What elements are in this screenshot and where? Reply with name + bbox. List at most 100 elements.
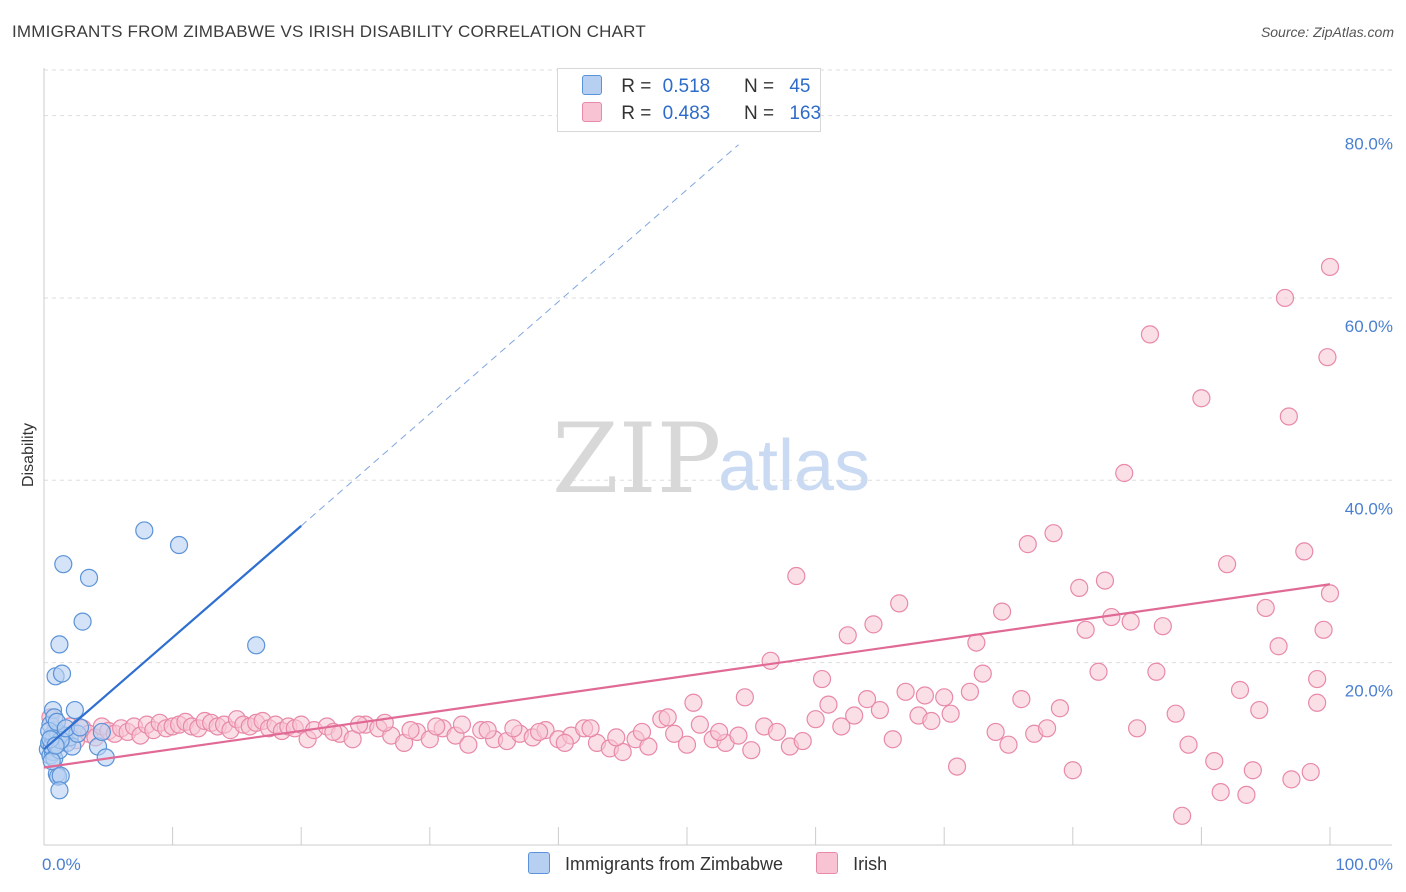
legend-row-irish: R = 0.483 N = 163 (582, 102, 821, 126)
zimbabwe-trend-line (43, 525, 302, 751)
series-swatch-irish (816, 852, 839, 874)
irish-point (1318, 348, 1337, 367)
irish-point (1282, 770, 1301, 789)
irish-point (427, 717, 446, 736)
irish-point (1279, 407, 1298, 426)
legend-r-label: R = (621, 76, 652, 97)
irish-point (1256, 598, 1275, 618)
chart-title: IMMIGRANTS FROM ZIMBABWE VS IRISH DISABI… (12, 22, 646, 41)
irish-point (504, 719, 523, 738)
irish-point (1269, 637, 1288, 656)
irish-point (767, 722, 787, 742)
trend-lines (43, 144, 1331, 769)
y-axis-title: Disability (20, 423, 37, 487)
series-swatch-zimbabwe (528, 852, 550, 874)
irish-point (1320, 257, 1340, 277)
irish-point (690, 715, 709, 734)
irish-point (1230, 680, 1250, 700)
irish-point (812, 669, 832, 689)
irish-point (677, 735, 697, 754)
irish-point (1166, 704, 1185, 723)
irish-point (832, 717, 851, 736)
zimbabwe-point (169, 535, 189, 555)
irish-point (729, 726, 748, 745)
irish-point (761, 651, 780, 670)
irish-point (793, 731, 812, 751)
irish-point (1140, 325, 1160, 344)
legend-swatch-irish (582, 102, 602, 122)
irish-point (459, 735, 478, 754)
irish-point (710, 722, 729, 742)
irish-point (922, 711, 941, 731)
watermark-atlas: atlas (718, 426, 870, 506)
watermark: ZIP atlas (552, 403, 870, 515)
irish-point (947, 757, 967, 776)
irish-point (349, 715, 369, 734)
legend-n-value: 45 (789, 76, 811, 97)
zimbabwe-point (70, 718, 90, 737)
irish-point (665, 724, 684, 743)
irish-point (1089, 662, 1108, 681)
irish-point (1147, 662, 1166, 681)
zimbabwe-points (38, 521, 266, 800)
irish-point (870, 700, 890, 720)
irish-point (896, 682, 915, 701)
zimbabwe-point (135, 521, 154, 540)
legend-r-label: R = (621, 103, 652, 124)
irish-point (1308, 693, 1327, 712)
irish-point (742, 741, 761, 760)
irish-point (1218, 555, 1237, 574)
irish-point (1275, 288, 1295, 308)
zimbabwe-point (73, 612, 92, 631)
series-legend-irish: Irish (816, 852, 887, 875)
irish-point (1295, 542, 1314, 561)
irish-point (935, 688, 954, 707)
legend-n-label: N = (743, 76, 775, 97)
correlation-legend: R = 0.518 N = 45 R = 0.483 N = 163 (557, 68, 821, 132)
irish-point (1070, 578, 1089, 597)
irish-point (1173, 806, 1192, 825)
irish-point (581, 719, 600, 738)
irish-point (973, 664, 992, 683)
irish-point (375, 713, 394, 732)
irish-point (1127, 719, 1147, 738)
y-tick-label: 40.0% (1345, 499, 1393, 518)
y-tick-label: 60.0% (1345, 317, 1393, 336)
y-tick-label: 80.0% (1345, 135, 1393, 154)
irish-point (607, 728, 626, 747)
series-legend: Immigrants from Zimbabwe Irish (528, 852, 915, 875)
irish-point (941, 704, 960, 723)
zimbabwe-point (50, 781, 69, 800)
irish-point (555, 733, 574, 752)
irish-point (864, 615, 883, 634)
irish-points (41, 257, 1340, 825)
irish-point (1250, 700, 1269, 720)
irish-point (1237, 785, 1256, 804)
zimbabwe-point (50, 635, 69, 654)
watermark-zip: ZIP (552, 403, 721, 515)
legend-r-value: 0.518 (662, 76, 711, 97)
irish-point (1050, 699, 1070, 718)
irish-point (1179, 735, 1198, 754)
irish-point (1121, 612, 1140, 631)
irish-point (857, 690, 877, 709)
zimbabwe-point (247, 636, 266, 655)
irish-point (452, 715, 472, 734)
irish-point (1115, 463, 1134, 483)
irish-point (1320, 584, 1340, 603)
irish-point (915, 686, 935, 705)
irish-point (1243, 761, 1262, 780)
legend-r-value: 0.483 (662, 103, 711, 124)
irish-point (658, 708, 677, 727)
irish-point (986, 722, 1005, 742)
irish-point (845, 706, 864, 725)
zimbabwe-point (65, 700, 84, 720)
irish-point (787, 566, 806, 586)
irish-point (1153, 617, 1172, 636)
irish-point (1192, 389, 1211, 408)
series-label-irish: Irish (853, 854, 888, 874)
irish-point (401, 721, 420, 740)
irish-point (890, 594, 909, 613)
irish-point (992, 602, 1012, 621)
